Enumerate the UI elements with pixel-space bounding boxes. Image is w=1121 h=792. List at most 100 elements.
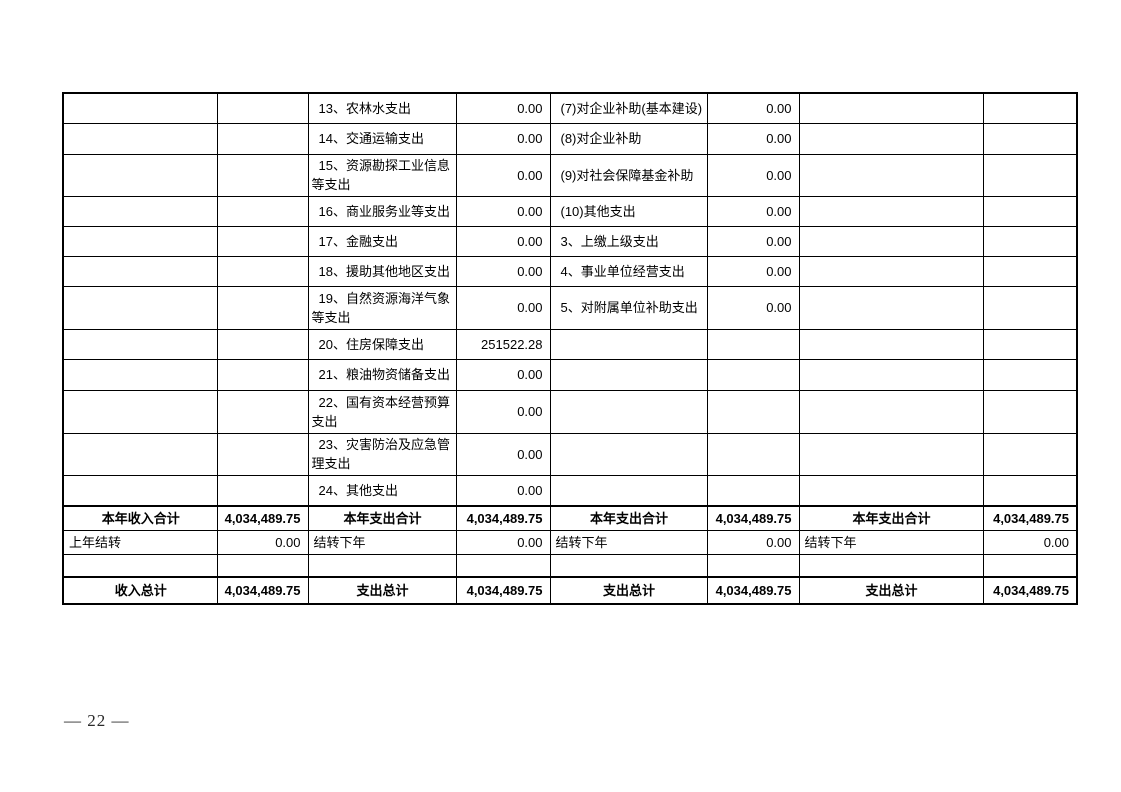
label-cell-r16c3: 支出总计 (307, 576, 457, 605)
amount-cell-r16c6: 4,034,489.75 (706, 576, 800, 605)
label-cell-r11c1 (62, 432, 218, 476)
label-cell-r13c5: 本年支出合计 (549, 505, 708, 531)
label-cell-r12c1 (62, 474, 218, 507)
amount-cell-r12c8 (982, 474, 1078, 507)
label-cell-r11c3: 23、灾害防治及应急管理支出 (307, 432, 457, 476)
amount-cell-r8c2 (216, 328, 309, 360)
amount-cell-r9c4: 0.00 (455, 358, 551, 391)
amount-cell-r14c2: 0.00 (216, 529, 309, 555)
amount-cell-r2c2 (216, 122, 309, 155)
label-cell-r5c7 (798, 225, 984, 257)
amount-cell-r13c8: 4,034,489.75 (982, 505, 1078, 531)
amount-cell-r5c6: 0.00 (706, 225, 800, 257)
amount-cell-r6c4: 0.00 (455, 255, 551, 287)
amount-cell-r10c4: 0.00 (455, 389, 551, 434)
amount-cell-r1c6: 0.00 (706, 92, 800, 124)
label-cell-r4c7 (798, 195, 984, 227)
amount-cell-r3c2 (216, 153, 309, 197)
label-cell-r16c7: 支出总计 (798, 576, 984, 605)
label-cell-r3c7 (798, 153, 984, 197)
label-cell-r15c1 (62, 553, 218, 578)
table-row-16: 收入总计 4,034,489.75 支出总计 4,034,489.75 支出总计 4,03… (62, 576, 1078, 605)
amount-cell-r7c2 (216, 285, 309, 330)
amount-cell-r9c2 (216, 358, 309, 391)
table-row-3: 15、资源勘探工业信息等支出 0.00 (9)对社会保障基金补助 0.00 (62, 153, 1078, 197)
table-row-9: 21、粮油物资储备支出 0.00 (62, 358, 1078, 391)
table-row-13: 本年收入合计 4,034,489.75 本年支出合计 4,034,489.75 本年支出… (62, 505, 1078, 531)
label-cell-r10c1 (62, 389, 218, 434)
amount-cell-r2c4: 0.00 (455, 122, 551, 155)
table-row-7: 19、自然资源海洋气象等支出 0.00 5、对附属单位补助支出 0.00 (62, 285, 1078, 330)
amount-cell-r2c6: 0.00 (706, 122, 800, 155)
amount-cell-r4c8 (982, 195, 1078, 227)
label-cell-r2c7 (798, 122, 984, 155)
amount-cell-r15c6 (706, 553, 800, 578)
label-cell-r7c1 (62, 285, 218, 330)
table-row-6: 18、援助其他地区支出 0.00 4、事业单位经营支出 0.00 (62, 255, 1078, 287)
label-cell-r3c3: 15、资源勘探工业信息等支出 (307, 153, 457, 197)
amount-cell-r1c4: 0.00 (455, 92, 551, 124)
label-cell-r9c5 (549, 358, 708, 391)
amount-cell-r14c4: 0.00 (455, 529, 551, 555)
label-cell-r15c3 (307, 553, 457, 578)
label-cell-r8c3: 20、住房保障支出 (307, 328, 457, 360)
amount-cell-r7c6: 0.00 (706, 285, 800, 330)
table-row-14: 上年结转 0.00 结转下年 0.00 结转下年 0.00 结转下年 0.00 (62, 529, 1078, 555)
amount-cell-r11c6 (706, 432, 800, 476)
amount-cell-r4c6: 0.00 (706, 195, 800, 227)
amount-cell-r7c4: 0.00 (455, 285, 551, 330)
amount-cell-r5c4: 0.00 (455, 225, 551, 257)
amount-cell-r3c8 (982, 153, 1078, 197)
table-row-5: 17、金融支出 0.00 3、上缴上级支出 0.00 (62, 225, 1078, 257)
amount-cell-r15c4 (455, 553, 551, 578)
amount-cell-r9c6 (706, 358, 800, 391)
amount-cell-r6c2 (216, 255, 309, 287)
label-cell-r13c3: 本年支出合计 (307, 505, 457, 531)
amount-cell-r13c6: 4,034,489.75 (706, 505, 800, 531)
label-cell-r12c7 (798, 474, 984, 507)
amount-cell-r2c8 (982, 122, 1078, 155)
amount-cell-r6c8 (982, 255, 1078, 287)
amount-cell-r8c6 (706, 328, 800, 360)
label-cell-r7c7 (798, 285, 984, 330)
label-cell-r5c1 (62, 225, 218, 257)
amount-cell-r8c8 (982, 328, 1078, 360)
label-cell-r5c5: 3、上缴上级支出 (549, 225, 708, 257)
label-cell-r9c7 (798, 358, 984, 391)
amount-cell-r12c2 (216, 474, 309, 507)
label-cell-r11c7 (798, 432, 984, 476)
table-row-2: 14、交通运输支出 0.00 (8)对企业补助 0.00 (62, 122, 1078, 155)
label-cell-r1c1 (62, 92, 218, 124)
table-row-4: 16、商业服务业等支出 0.00 (10)其他支出 0.00 (62, 195, 1078, 227)
label-cell-r6c7 (798, 255, 984, 287)
label-cell-r6c1 (62, 255, 218, 287)
amount-cell-r14c8: 0.00 (982, 529, 1078, 555)
amount-cell-r3c6: 0.00 (706, 153, 800, 197)
label-cell-r7c3: 19、自然资源海洋气象等支出 (307, 285, 457, 330)
amount-cell-r1c8 (982, 92, 1078, 124)
label-cell-r14c3: 结转下年 (307, 529, 457, 555)
label-cell-r10c3: 22、国有资本经营预算支出 (307, 389, 457, 434)
amount-cell-r3c4: 0.00 (455, 153, 551, 197)
label-cell-r2c1 (62, 122, 218, 155)
label-cell-r3c1 (62, 153, 218, 197)
amount-cell-r11c2 (216, 432, 309, 476)
page-number: — 22 — (64, 711, 130, 730)
amount-cell-r15c8 (982, 553, 1078, 578)
label-cell-r2c5: (8)对企业补助 (549, 122, 708, 155)
label-cell-r16c1: 收入总计 (62, 576, 218, 605)
label-cell-r9c1 (62, 358, 218, 391)
label-cell-r13c7: 本年支出合计 (798, 505, 984, 531)
label-cell-r8c7 (798, 328, 984, 360)
table-row-8: 20、住房保障支出 251522.28 (62, 328, 1078, 360)
amount-cell-r7c8 (982, 285, 1078, 330)
label-cell-r4c5: (10)其他支出 (549, 195, 708, 227)
amount-cell-r10c2 (216, 389, 309, 434)
amount-cell-r16c2: 4,034,489.75 (216, 576, 309, 605)
amount-cell-r10c6 (706, 389, 800, 434)
amount-cell-r16c4: 4,034,489.75 (455, 576, 551, 605)
amount-cell-r11c4: 0.00 (455, 432, 551, 476)
amount-cell-r4c4: 0.00 (455, 195, 551, 227)
label-cell-r14c7: 结转下年 (798, 529, 984, 555)
label-cell-r15c5 (549, 553, 708, 578)
